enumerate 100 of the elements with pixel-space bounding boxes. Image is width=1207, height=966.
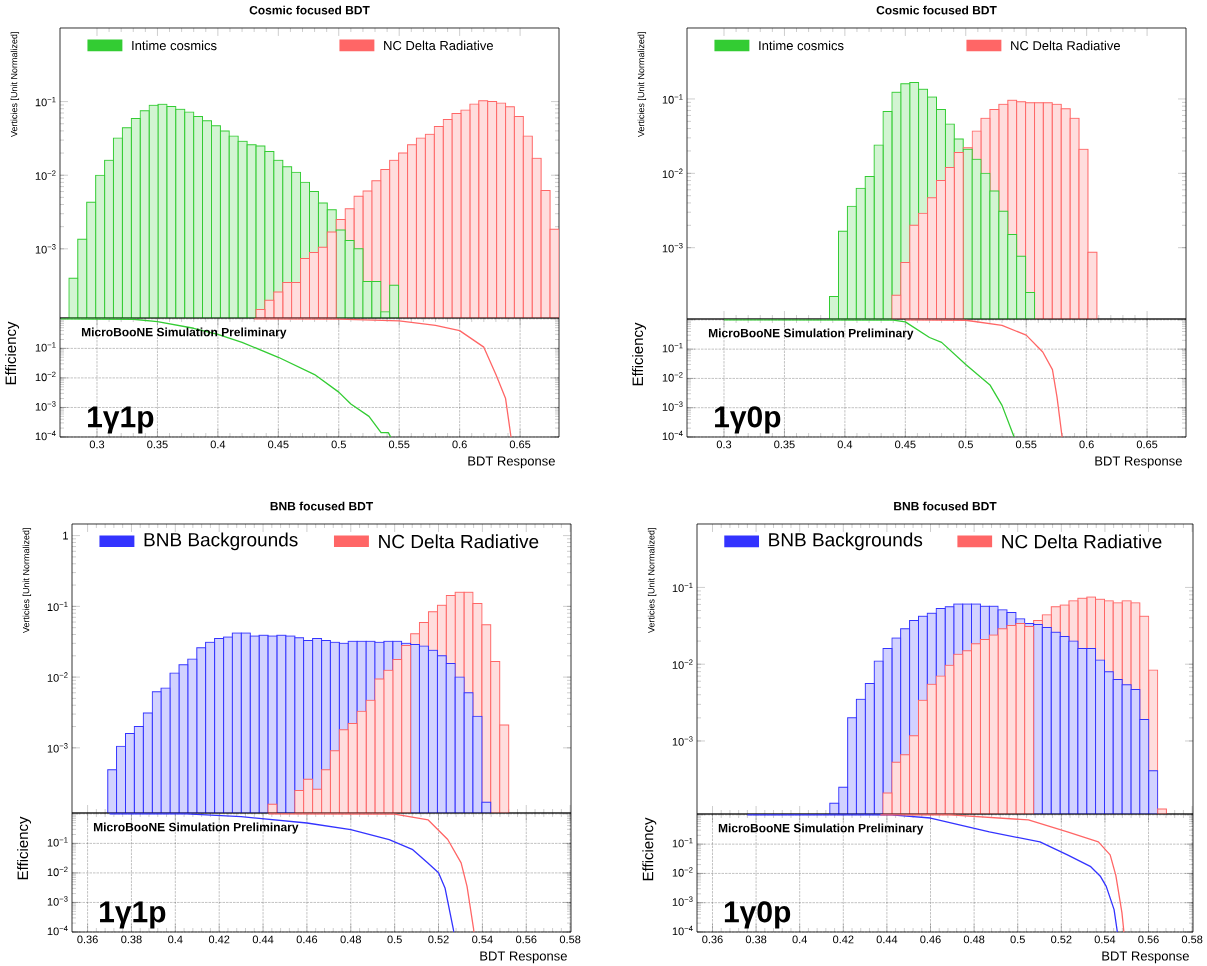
x-axis-title: BDT Response — [1102, 951, 1189, 964]
chart-title: Cosmic focused BDT — [876, 5, 997, 15]
y-axis-title: Efficiency — [632, 322, 647, 386]
x-tick-label: 0.36 — [77, 935, 98, 944]
x-tick-label: 0.3 — [716, 440, 732, 449]
y-tick-label: 10$^{−2}$ — [662, 372, 683, 382]
y-axis-title: Verticies [Unit Normalized] — [22, 528, 32, 634]
annotation: 1γ1p — [88, 406, 154, 434]
y-tick-label: 10$^{−3}$ — [672, 896, 693, 906]
legend-label: BNB Backgrounds — [769, 532, 923, 551]
y-tick-label: 10$^{−2}$ — [35, 371, 56, 382]
chart-title: BNB focused BDT — [270, 501, 374, 511]
x-tick-label: 0.6 — [452, 440, 467, 449]
annotation: MicroBooNE Simulation Preliminary — [718, 823, 924, 835]
x-tick-label: 0.45 — [895, 440, 916, 449]
y-axis-title: Efficiency — [17, 816, 32, 880]
y-tick-label: 1 — [63, 531, 68, 540]
y-tick-label: 10$^{−1}$ — [35, 96, 56, 107]
x-tick-label: 0.36 — [702, 935, 723, 944]
x-tick-label: 0.6 — [1079, 440, 1094, 449]
x-tick-label: 0.44 — [876, 935, 898, 944]
x-tick-label: 0.4 — [210, 440, 226, 449]
x-tick-label: 0.44 — [252, 935, 274, 944]
y-axis-title: Verticies [Unit Normalized] — [647, 528, 657, 634]
y-tick-label: 10$^{−2}$ — [35, 170, 56, 180]
x-tick-label: 0.46 — [296, 935, 318, 944]
x-tick-label: 0.58 — [559, 935, 581, 944]
x-tick-label: 0.5 — [1010, 935, 1025, 944]
legend-label: NC Delta Radiative — [379, 534, 539, 549]
x-tick-label: 0.52 — [428, 935, 449, 944]
x-tick-label: 0.65 — [1136, 440, 1158, 449]
y-tick-label: 10$^{−4}$ — [662, 430, 683, 441]
y-axis-title: Efficiency — [5, 321, 20, 385]
y-tick-label: 10$^{−1}$ — [35, 342, 56, 352]
x-axis-title: BDT Response — [468, 456, 555, 469]
chart-title: BNB focused BDT — [894, 501, 997, 511]
x-tick-label: 0.48 — [340, 935, 362, 944]
y-tick-label: 10$^{−3}$ — [662, 401, 683, 411]
legend-label: NC Delta Radiative — [1011, 40, 1120, 51]
legend-label: NC Delta Radiative — [384, 40, 493, 51]
x-tick-label: 0.4 — [168, 935, 183, 944]
y-tick-label: 10$^{−3}$ — [47, 743, 68, 753]
legend-label: NC Delta Radiative — [1002, 534, 1162, 549]
x-tick-label: 0.56 — [515, 935, 537, 944]
x-tick-label: 0.35 — [774, 440, 795, 449]
x-tick-label: 0.3 — [89, 440, 105, 449]
x-tick-label: 0.54 — [472, 935, 493, 944]
y-tick-label: 10$^{−2}$ — [672, 867, 693, 877]
annotation: MicroBooNE Simulation Preliminary — [708, 328, 914, 340]
x-axis-title: BDT Response — [1095, 456, 1182, 469]
x-tick-label: 0.52 — [1051, 935, 1072, 944]
y-tick-label: 10$^{−1}$ — [47, 837, 68, 847]
x-tick-label: 0.4 — [837, 440, 853, 449]
y-tick-label: 10$^{−3}$ — [662, 242, 683, 253]
legend-label: Intime cosmics — [759, 40, 844, 51]
x-tick-label: 0.48 — [963, 935, 985, 944]
y-tick-label: 10$^{−3}$ — [47, 896, 68, 906]
x-tick-label: 0.4 — [792, 935, 808, 944]
y-axis-title: Verticies [Unit Normalized] — [10, 32, 20, 138]
x-tick-label: 0.58 — [1181, 935, 1203, 944]
y-tick-label: 10$^{−1}$ — [672, 837, 693, 848]
y-tick-label: 10$^{−1}$ — [662, 342, 683, 353]
x-tick-label: 0.55 — [1015, 440, 1037, 449]
y-tick-label: 10$^{−4}$ — [35, 430, 56, 441]
annotation: 1γ0p — [724, 901, 791, 929]
y-tick-label: 10$^{−1}$ — [47, 601, 68, 612]
annotation: MicroBooNE Simulation Preliminary — [93, 822, 299, 834]
y-tick-label: 10$^{−1}$ — [662, 94, 683, 104]
y-tick-label: 10$^{−3}$ — [35, 244, 56, 254]
y-tick-label: 10$^{−3}$ — [35, 401, 56, 411]
x-tick-label: 0.5 — [331, 440, 346, 449]
x-tick-label: 0.45 — [268, 440, 289, 449]
y-tick-label: 10$^{−3}$ — [672, 736, 693, 746]
y-tick-label: 10$^{−2}$ — [47, 866, 68, 877]
y-tick-label: 10$^{−2}$ — [662, 168, 683, 179]
x-tick-label: 0.56 — [1138, 935, 1159, 944]
x-tick-label: 0.42 — [833, 935, 854, 944]
y-tick-label: 10$^{−4}$ — [47, 925, 68, 936]
annotation: 1γ0p — [715, 406, 781, 434]
y-tick-label: 10$^{−4}$ — [672, 925, 693, 936]
x-tick-label: 0.5 — [958, 440, 973, 449]
y-tick-label: 10$^{−2}$ — [47, 672, 68, 682]
y-axis-title: Verticies [Unit Normalized] — [637, 32, 647, 138]
x-tick-label: 0.35 — [147, 440, 168, 449]
x-tick-label: 0.55 — [388, 440, 410, 449]
x-axis-title: BDT Response — [480, 951, 567, 964]
legend-label: BNB Backgrounds — [144, 532, 298, 551]
chart-title: Cosmic focused BDT — [249, 5, 370, 15]
x-tick-label: 0.65 — [509, 440, 531, 449]
x-tick-label: 0.46 — [920, 935, 941, 944]
x-tick-label: 0.38 — [745, 935, 767, 944]
y-tick-label: 10$^{−1}$ — [672, 582, 693, 593]
x-tick-label: 0.42 — [208, 935, 230, 944]
y-axis-title: Efficiency — [642, 817, 657, 881]
legend-label: Intime cosmics — [132, 40, 217, 51]
x-tick-label: 0.38 — [121, 935, 142, 944]
x-tick-label: 0.5 — [387, 935, 402, 944]
annotation: 1γ1p — [100, 901, 166, 929]
y-tick-label: 10$^{−2}$ — [672, 659, 693, 669]
x-tick-label: 0.54 — [1094, 935, 1116, 944]
